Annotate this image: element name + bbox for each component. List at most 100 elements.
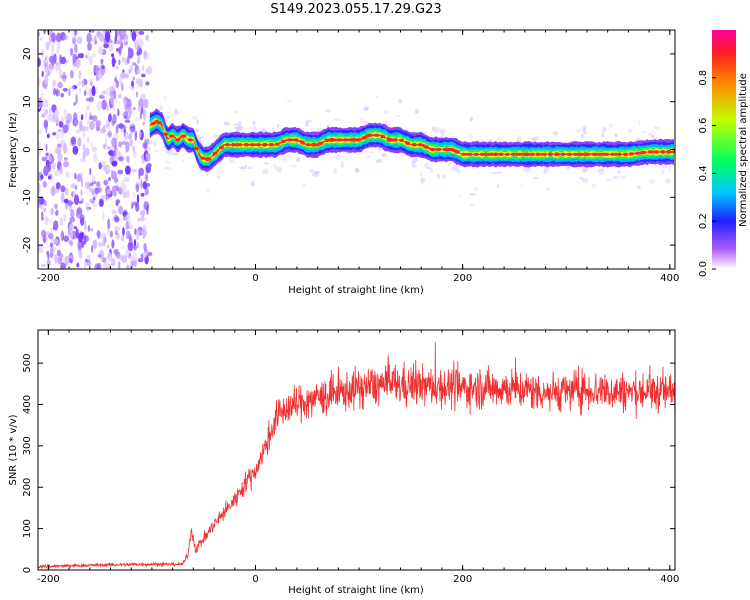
ridge-halo-speckle <box>325 124 331 128</box>
snr-y-tick-label: 500 <box>22 354 33 373</box>
noise-speckle <box>142 121 145 126</box>
noise-speckle <box>62 88 68 92</box>
ridge-halo-speckle <box>273 164 278 170</box>
snr-x-axis-label: Height of straight line (km) <box>288 585 424 596</box>
ridge-peak <box>430 147 435 152</box>
ridge-halo-speckle <box>451 164 459 171</box>
noise-speckle <box>69 85 75 90</box>
noise-speckle <box>115 98 118 104</box>
ridge-halo-speckle <box>168 150 172 156</box>
noise-speckle <box>122 227 125 236</box>
noise-speckle <box>57 256 62 265</box>
noise-speckle <box>100 58 104 65</box>
ridge-peak <box>305 143 311 147</box>
noise-speckle <box>113 191 117 197</box>
ridge-halo-speckle <box>652 134 655 139</box>
spectrogram-x-tick-label: -200 <box>37 273 60 284</box>
noise-speckle <box>39 37 43 41</box>
noise-speckle <box>121 234 125 242</box>
ridge-halo-speckle <box>636 185 642 190</box>
noise-speckle <box>65 171 70 179</box>
noise-speckle <box>64 113 67 122</box>
ridge-halo-speckle <box>173 111 180 115</box>
ridge-peak <box>243 143 249 147</box>
ridge-halo-speckle <box>378 146 383 151</box>
ridge-halo-speckle <box>396 114 401 118</box>
noise-speckle <box>54 203 58 210</box>
ridge-halo-speckle <box>496 184 499 188</box>
noise-speckle <box>63 108 68 116</box>
colorbar-label: Normalized spectral amplitude <box>738 73 749 227</box>
ridge-halo-speckle <box>354 168 360 174</box>
ridge-halo-speckle <box>146 140 154 145</box>
snr-y-axis-label: SNR (10 * v/v) <box>8 414 19 485</box>
ridge-halo-speckle <box>520 183 524 188</box>
ridge-halo-speckle <box>250 126 257 129</box>
ridge-halo-speckle <box>575 128 582 133</box>
noise-speckle <box>137 79 143 88</box>
noise-speckle <box>50 176 54 184</box>
noise-speckle <box>70 183 76 189</box>
ridge-halo-speckle <box>253 127 257 130</box>
ridge-halo-speckle <box>336 154 341 160</box>
ridge-halo-speckle <box>261 127 267 134</box>
noise-speckle <box>47 218 54 224</box>
noise-speckle <box>136 230 140 241</box>
ridge-halo-speckle <box>206 170 209 177</box>
noise-speckle <box>80 189 83 197</box>
ridge-peak <box>479 152 485 156</box>
noise-speckle <box>63 235 70 242</box>
ridge-halo-speckle <box>223 121 230 126</box>
noise-speckle <box>108 150 115 156</box>
colorbar-tick-label: 0.6 <box>698 118 709 134</box>
noise-speckle <box>74 30 77 36</box>
ridge-halo-speckle <box>544 165 551 171</box>
noise-speckle <box>121 30 127 39</box>
noise-speckle <box>99 34 103 40</box>
noise-speckle <box>89 120 95 131</box>
noise-speckle <box>126 116 130 121</box>
ridge-peak <box>349 138 355 142</box>
noise-speckle <box>127 156 130 163</box>
ridge-peak <box>654 150 659 154</box>
noise-speckle <box>71 230 77 240</box>
noise-speckle <box>41 217 44 221</box>
noise-speckle <box>125 34 129 40</box>
noise-speckle <box>57 81 63 89</box>
noise-speckle <box>136 51 140 56</box>
noise-speckle <box>77 53 84 59</box>
ridge-peak <box>262 143 268 147</box>
noise-speckle <box>68 88 71 97</box>
noise-speckle <box>46 133 50 139</box>
ridge-peak <box>542 152 547 156</box>
noise-speckle <box>45 124 48 134</box>
ridge-halo-speckle <box>252 120 256 126</box>
ridge-halo-speckle <box>661 164 668 169</box>
ridge-halo-speckle <box>198 169 204 173</box>
noise-speckle <box>130 85 135 91</box>
noise-speckle <box>59 166 63 175</box>
ridge-peak <box>504 152 510 156</box>
noise-speckle <box>40 174 44 180</box>
noise-speckle <box>135 117 139 121</box>
noise-speckle <box>46 259 51 267</box>
ridge-halo-speckle <box>163 95 167 100</box>
noise-speckle <box>139 130 142 139</box>
noise-speckle <box>82 143 86 151</box>
noise-speckle <box>145 81 150 86</box>
noise-speckle <box>46 64 52 76</box>
ridge-peak <box>567 152 572 156</box>
noise-speckle <box>91 146 98 153</box>
noise-speckle <box>142 64 145 71</box>
ridge-peak <box>622 152 628 156</box>
ridge-halo-speckle <box>491 171 498 175</box>
noise-speckle <box>84 260 87 269</box>
ridge-halo-speckle <box>234 126 242 132</box>
ridge-halo-speckle <box>206 189 210 194</box>
ridge-peak <box>641 150 647 155</box>
noise-speckle <box>147 51 150 61</box>
ridge-halo-speckle <box>366 155 372 158</box>
noise-speckle <box>86 261 92 267</box>
noise-speckle <box>80 217 85 226</box>
